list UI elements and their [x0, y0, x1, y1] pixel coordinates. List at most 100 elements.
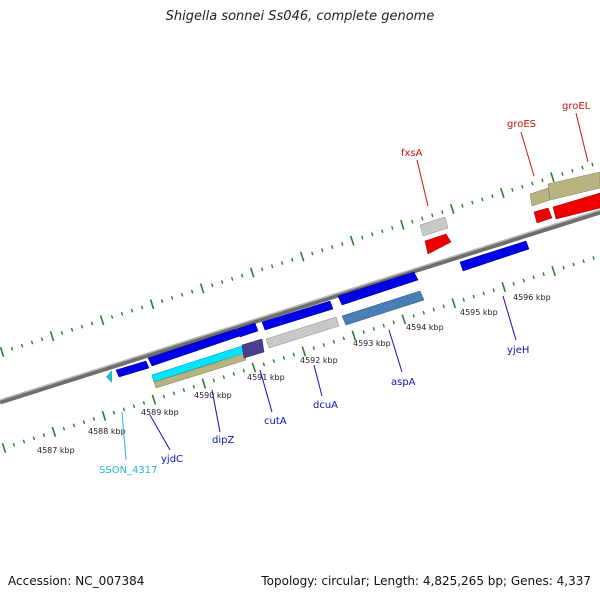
gene-label-SSON_4317[interactable]: SSON_4317 [99, 465, 158, 476]
minor-tick [521, 184, 524, 189]
minor-tick [541, 178, 544, 183]
minor-tick [462, 297, 465, 302]
minor-tick [230, 276, 234, 281]
minor-tick [92, 417, 96, 421]
minor-tick [392, 320, 395, 325]
major-tick [51, 426, 57, 437]
genome-backbone-highlight [0, 209, 600, 401]
minor-tick [332, 339, 336, 344]
gene-arrow-yjdC-left[interactable] [115, 360, 150, 378]
minor-tick [12, 442, 16, 447]
leader-groES [520, 131, 535, 177]
gene-arrow-cutA[interactable] [261, 300, 334, 331]
gene-label-cutA[interactable]: cutA [264, 416, 287, 427]
minor-tick [572, 262, 575, 267]
gene-label-dcuA[interactable]: dcuA [313, 400, 338, 411]
gene-leader-lines [121, 112, 589, 461]
gene-label-groEL[interactable]: groEL [562, 101, 591, 112]
minor-tick [60, 330, 64, 335]
scale-label: 4596 kbp [513, 293, 551, 302]
minor-tick [242, 368, 246, 373]
cds-steel-aspA[interactable] [341, 290, 425, 326]
leader-yjdC [149, 414, 171, 451]
gene-label-yjeH[interactable]: yjeH [507, 345, 529, 356]
rna-red-groES[interactable] [533, 207, 553, 224]
major-tick [199, 283, 205, 294]
minor-tick [442, 304, 445, 309]
minor-tick [482, 291, 485, 296]
gene-label-yjdC[interactable]: yjdC [161, 454, 183, 465]
major-tick [99, 315, 105, 326]
leader-groEL [575, 112, 589, 163]
gene-arrow-tip[interactable] [106, 370, 112, 383]
cds-grey-fxsA[interactable] [419, 216, 449, 237]
cds-olive-groEL[interactable] [547, 171, 600, 201]
minor-tick [421, 216, 424, 221]
minor-tick [22, 439, 26, 444]
gene-label-aspA[interactable]: aspA [391, 377, 416, 388]
major-tick [550, 172, 555, 183]
cds-grey-cutA[interactable] [265, 316, 340, 349]
major-tick [249, 267, 255, 278]
gene-labels: SSON_4317 yjdC dipZ cutA dcuA aspA yjeH … [99, 101, 591, 476]
major-tick [451, 298, 457, 309]
major-tick [400, 219, 405, 230]
minor-tick [492, 288, 495, 293]
minor-tick [341, 241, 344, 246]
minor-tick [481, 197, 484, 202]
inner-tick-ring [1, 256, 595, 454]
minor-tick [291, 257, 294, 262]
minor-tick [331, 245, 334, 250]
major-tick [149, 299, 155, 310]
minor-tick [122, 407, 126, 412]
gene-arrow-yjeH[interactable] [459, 240, 530, 272]
minor-tick [90, 321, 94, 326]
major-tick [251, 362, 257, 373]
gene-arrow-small[interactable] [236, 322, 259, 338]
gene-label-groES[interactable]: groES [507, 119, 536, 130]
scale-label: 4591 kbp [247, 373, 285, 382]
minor-tick [322, 343, 326, 347]
minor-tick [292, 352, 296, 357]
minor-tick [180, 292, 184, 297]
minor-tick [170, 295, 174, 300]
minor-tick [461, 203, 464, 208]
minor-tick [422, 310, 425, 315]
rna-red-fxsA[interactable] [424, 233, 452, 255]
cds-purple[interactable] [241, 338, 265, 359]
minor-tick [162, 394, 166, 399]
scale-label: 4588 kbp [88, 427, 126, 436]
gene-arrow-dcuA[interactable] [337, 271, 419, 306]
gene-label-fxsA[interactable]: fxsA [401, 148, 423, 159]
minor-tick [220, 280, 224, 285]
minor-tick [581, 165, 584, 170]
minor-tick [282, 355, 286, 360]
minor-tick [531, 181, 534, 186]
minor-tick [232, 371, 236, 376]
minor-tick [20, 343, 24, 348]
minor-tick [270, 264, 274, 269]
major-tick [201, 378, 207, 389]
cds-olive-yjdC[interactable] [153, 353, 247, 389]
gene-label-dipZ[interactable]: dipZ [212, 435, 234, 446]
minor-tick [172, 391, 176, 396]
cds-olive-groES[interactable] [529, 187, 551, 207]
major-tick [151, 394, 157, 405]
minor-tick [472, 294, 475, 299]
major-tick [299, 251, 305, 262]
scale-label: 4587 kbp [37, 446, 75, 455]
minor-tick [222, 375, 226, 380]
major-tick [551, 265, 556, 276]
minor-tick [372, 326, 375, 331]
minor-tick [591, 162, 594, 167]
major-tick [501, 282, 506, 293]
minor-tick [112, 410, 116, 415]
minor-tick [361, 235, 364, 240]
minor-tick [192, 384, 196, 389]
scale-label: 4592 kbp [300, 356, 338, 365]
leader-SSON_4317 [121, 411, 127, 461]
minor-tick [72, 423, 76, 428]
rna-red-groEL[interactable] [552, 192, 600, 220]
scale-label: 4594 kbp [406, 323, 444, 332]
